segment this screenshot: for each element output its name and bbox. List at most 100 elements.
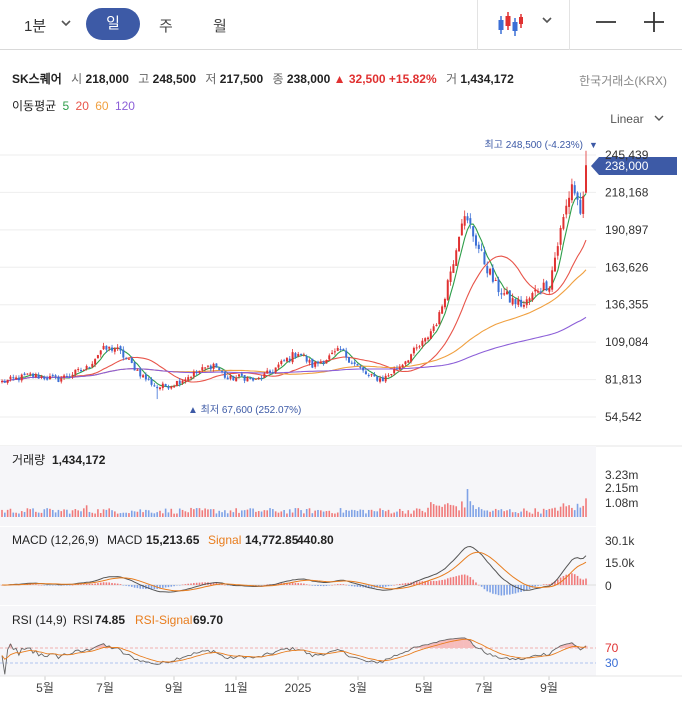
candle-body	[494, 280, 497, 282]
date-tick-label: 5월	[36, 681, 54, 695]
volume-bar	[147, 510, 150, 517]
volume-bar	[77, 510, 79, 517]
volume-bar	[506, 510, 508, 517]
candle-body	[350, 362, 353, 364]
macd-histogram-bar	[537, 585, 539, 586]
volume-bar	[345, 510, 347, 517]
macd-histogram-bar	[125, 585, 127, 586]
candle-body	[254, 378, 257, 380]
macd-histogram-bar	[480, 585, 483, 587]
volume-bar	[342, 512, 345, 517]
candle-body	[63, 375, 66, 378]
candle-body	[556, 246, 559, 256]
volume-bar	[455, 506, 458, 517]
candle-body	[240, 373, 243, 376]
volume-bar	[114, 511, 116, 517]
volume-bar	[480, 509, 483, 517]
toolbar-divider	[477, 0, 478, 50]
volume-bar	[74, 509, 77, 517]
price-tick-label: 54,542	[605, 410, 642, 424]
minimize-icon[interactable]	[594, 10, 618, 34]
candlestick-chart-type-icon[interactable]	[497, 10, 523, 38]
timeframe-week-button[interactable]: 주	[159, 18, 173, 35]
volume-bar	[6, 509, 9, 517]
candle-body	[582, 196, 585, 214]
candle-body	[359, 366, 362, 368]
candle-body	[438, 312, 441, 325]
date-tick-label: 11월	[224, 681, 248, 695]
volume-bar	[565, 506, 568, 517]
volume-bar	[272, 509, 274, 517]
scale-dropdown[interactable]: Linear	[610, 112, 665, 126]
candle-body	[153, 385, 156, 387]
plus-icon[interactable]	[642, 10, 666, 34]
macd-histogram-bar	[503, 585, 505, 596]
macd-histogram-bar	[469, 577, 472, 585]
candle-body	[249, 377, 252, 379]
date-tick-label: 7월	[475, 681, 493, 695]
timeframe-day-button[interactable]: 일	[86, 8, 140, 40]
macd-histogram-bar	[407, 582, 410, 585]
volume-bar	[573, 510, 576, 517]
volume-bar	[229, 510, 232, 517]
volume-bar	[176, 513, 178, 517]
volume-bar	[511, 512, 514, 517]
candle-body	[316, 361, 319, 364]
macd-histogram-bar	[139, 585, 142, 589]
macd-histogram-bar	[198, 582, 201, 585]
volume-bar	[139, 509, 142, 517]
macd-histogram-bar	[398, 583, 401, 585]
volume-bar	[187, 512, 190, 517]
volume-bar	[396, 511, 398, 517]
volume-bar	[116, 513, 119, 517]
current-price-tag: 238,000	[591, 157, 677, 175]
macd-histogram-bar	[133, 585, 136, 588]
macd-histogram-bar	[63, 585, 65, 586]
volume-bar	[145, 509, 147, 517]
rsi-overbought-fill	[446, 639, 450, 648]
high-label: 고	[138, 72, 150, 86]
volume-bar	[238, 512, 240, 517]
volume-bar	[472, 505, 474, 517]
candle-body	[367, 374, 370, 376]
candle-body	[108, 346, 111, 349]
candle-body	[364, 371, 367, 375]
candle-body	[184, 379, 187, 382]
candle-body	[534, 289, 537, 292]
volume-bar	[257, 511, 260, 517]
macd-histogram-bar	[91, 583, 94, 585]
candle-body	[427, 337, 430, 340]
candle-body	[221, 371, 224, 373]
macd-panel	[0, 545, 596, 596]
macd-histogram-bar	[446, 578, 449, 585]
candle-body	[111, 347, 114, 351]
candle-body	[463, 216, 466, 226]
timeframe-1min-dropdown[interactable]: 1분	[24, 15, 71, 36]
chevron-down-icon[interactable]	[541, 14, 553, 26]
candle-body	[319, 362, 322, 364]
volume-bar	[184, 511, 187, 517]
rsi-value: 74.85	[95, 613, 125, 627]
ma-120-line	[1, 316, 587, 383]
volume-bar	[71, 510, 74, 517]
volume-bar	[579, 507, 582, 517]
volume-bar	[249, 508, 252, 517]
timeframe-month-button[interactable]: 월	[213, 18, 227, 35]
candle-body	[381, 377, 384, 382]
candle-body	[125, 358, 128, 360]
volume-bar	[164, 508, 167, 517]
volume-bar	[356, 510, 359, 517]
candle-body	[458, 237, 461, 252]
candle-body	[192, 371, 195, 377]
date-tick-label: 9월	[165, 681, 183, 695]
macd-histogram-bar	[294, 582, 297, 585]
macd-histogram-bar	[540, 585, 542, 586]
moving-average-legend[interactable]: 이동평균 5 20 60 120	[12, 97, 138, 114]
macd-histogram-bar	[178, 585, 181, 586]
volume-bar	[288, 509, 291, 517]
candle-body	[37, 374, 40, 379]
volume-bar	[108, 508, 111, 517]
candle-body	[40, 376, 43, 378]
ma-120-label: 120	[114, 99, 135, 113]
